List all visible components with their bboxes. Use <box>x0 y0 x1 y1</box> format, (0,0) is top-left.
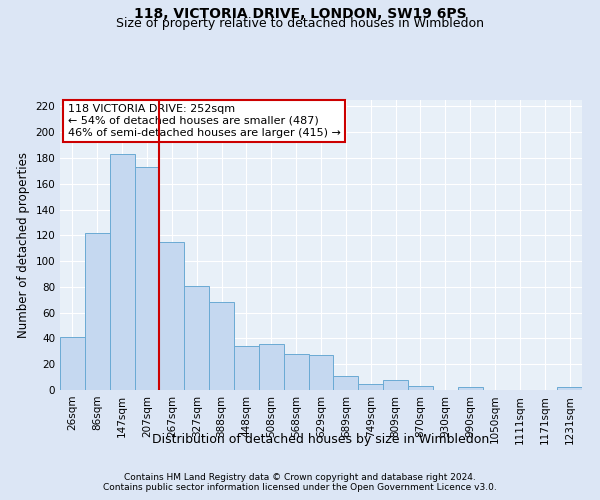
Text: Distribution of detached houses by size in Wimbledon: Distribution of detached houses by size … <box>152 432 490 446</box>
Bar <box>259 344 284 390</box>
Text: 118, VICTORIA DRIVE, LONDON, SW19 6PS: 118, VICTORIA DRIVE, LONDON, SW19 6PS <box>134 8 466 22</box>
Text: Contains HM Land Registry data © Crown copyright and database right 2024.: Contains HM Land Registry data © Crown c… <box>124 472 476 482</box>
Bar <box>408 386 433 390</box>
Bar <box>110 154 134 390</box>
Y-axis label: Number of detached properties: Number of detached properties <box>17 152 30 338</box>
Bar <box>383 380 408 390</box>
Bar <box>234 346 259 390</box>
Text: 118 VICTORIA DRIVE: 252sqm
← 54% of detached houses are smaller (487)
46% of sem: 118 VICTORIA DRIVE: 252sqm ← 54% of deta… <box>68 104 341 138</box>
Bar <box>308 355 334 390</box>
Bar <box>458 388 482 390</box>
Bar <box>184 286 209 390</box>
Bar <box>160 242 184 390</box>
Bar <box>557 388 582 390</box>
Bar <box>85 233 110 390</box>
Bar <box>334 376 358 390</box>
Bar <box>209 302 234 390</box>
Bar <box>60 337 85 390</box>
Bar <box>134 167 160 390</box>
Text: Size of property relative to detached houses in Wimbledon: Size of property relative to detached ho… <box>116 18 484 30</box>
Bar <box>358 384 383 390</box>
Text: Contains public sector information licensed under the Open Government Licence v3: Contains public sector information licen… <box>103 482 497 492</box>
Bar <box>284 354 308 390</box>
